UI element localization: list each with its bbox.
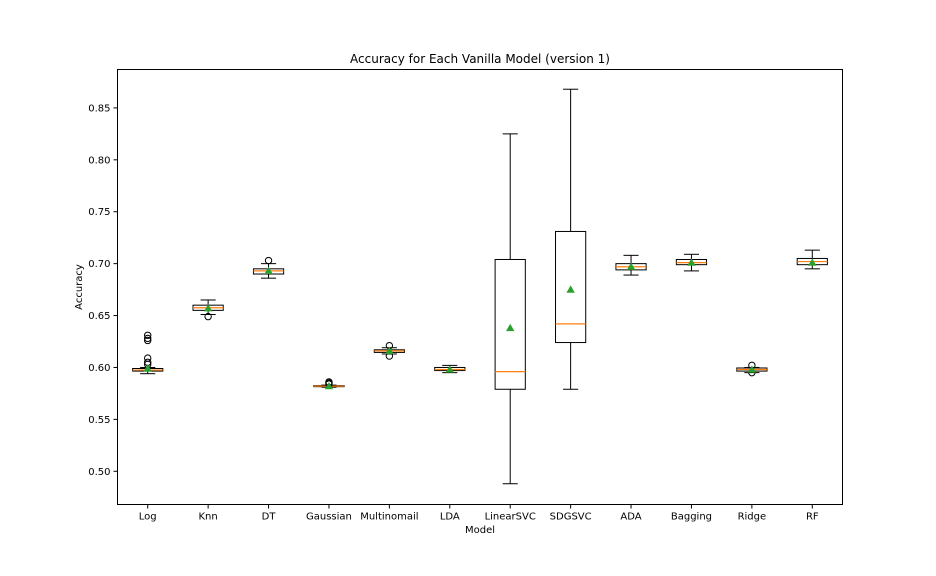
mean-marker [566, 285, 575, 293]
x-tick-label: SDGSVC [550, 512, 592, 523]
outlier-point [144, 334, 152, 343]
mean-marker [324, 381, 334, 390]
mean-marker [808, 258, 817, 266]
x-tick-label: Ridge [738, 512, 767, 523]
y-tick-label: 0.65 [88, 311, 110, 322]
y-tick-label: 0.50 [88, 467, 110, 478]
x-tick-label: Bagging [671, 512, 712, 523]
y-axis-label: Accuracy [74, 264, 85, 310]
chart-title: Accuracy for Each Vanilla Model (version… [350, 52, 610, 66]
x-tick-label: DT [262, 512, 277, 523]
mean-marker [203, 304, 213, 312]
x-tick-label: ADA [620, 512, 641, 523]
mean-marker [385, 346, 394, 354]
outlier-point [144, 354, 152, 362]
mean-marker [626, 262, 636, 270]
x-tick-label: Knn [199, 512, 218, 523]
outlier-point [204, 312, 212, 321]
x-tick-label: Gaussian [306, 512, 352, 523]
y-tick-label: 0.60 [88, 363, 110, 374]
x-axis-label: Model [465, 525, 495, 536]
x-tick-label: LinearSVC [485, 512, 536, 523]
box-iqr [494, 258, 526, 390]
mean-marker [747, 365, 757, 373]
mean-marker [143, 364, 152, 372]
y-tick-label: 0.55 [88, 415, 110, 426]
y-tick-label: 0.70 [88, 259, 110, 270]
x-tick-label: Log [139, 512, 157, 523]
outlier-point [144, 331, 152, 339]
box-iqr [555, 230, 587, 344]
y-tick-label: 0.80 [88, 155, 110, 166]
y-tick-label: 0.85 [88, 103, 110, 114]
mean-marker [506, 323, 515, 332]
plot-frame [117, 69, 843, 505]
x-tick-label: RF [806, 512, 819, 523]
x-tick-label: LDA [440, 512, 460, 523]
mean-marker [445, 365, 454, 373]
outlier-point [144, 336, 152, 345]
outlier-point [264, 256, 273, 265]
mean-marker [687, 258, 696, 266]
y-tick-label: 0.75 [88, 207, 110, 218]
mean-marker [264, 266, 273, 275]
x-tick-label: Multinomail [360, 512, 418, 523]
plot-area: 0.50 0.55 0.60 0.65 0.70 0.75 0.80 0.85 Log Knn DT… [88, 88, 828, 523]
